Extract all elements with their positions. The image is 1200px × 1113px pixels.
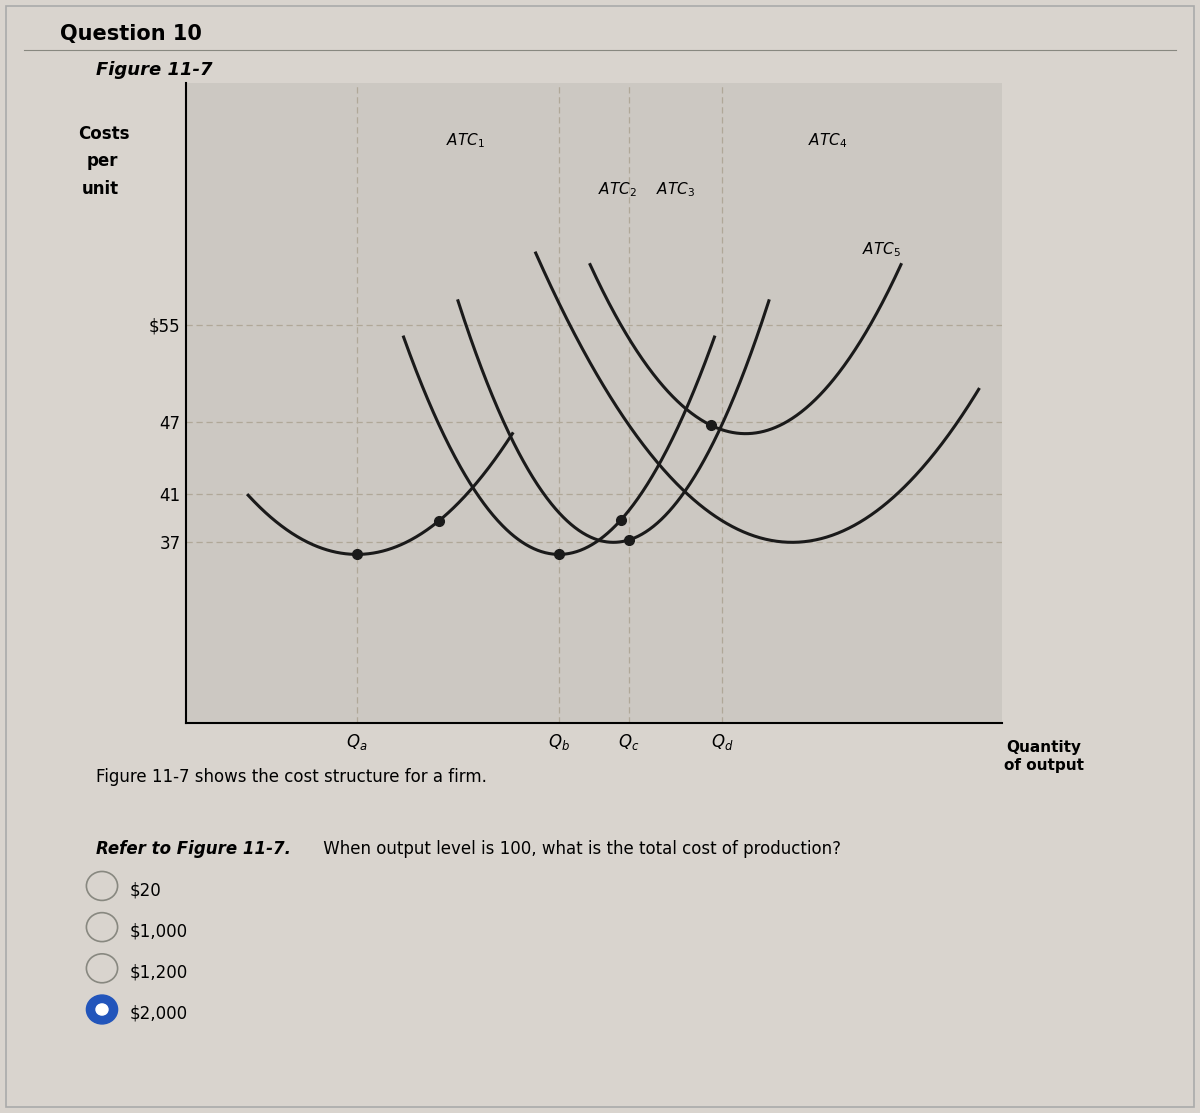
Text: $ATC_5$: $ATC_5$ bbox=[862, 240, 901, 259]
Text: Question 10: Question 10 bbox=[60, 24, 202, 45]
Text: $20: $20 bbox=[130, 881, 161, 899]
Text: $2,000: $2,000 bbox=[130, 1005, 187, 1023]
Text: $ATC_3$: $ATC_3$ bbox=[656, 180, 695, 199]
Text: $ATC_1$: $ATC_1$ bbox=[446, 131, 485, 150]
Text: Costs: Costs bbox=[78, 125, 130, 142]
Text: $ATC_2$: $ATC_2$ bbox=[598, 180, 637, 199]
Text: $1,000: $1,000 bbox=[130, 923, 187, 940]
Text: When output level is 100, what is the total cost of production?: When output level is 100, what is the to… bbox=[318, 840, 841, 858]
Text: $ATC_4$: $ATC_4$ bbox=[808, 131, 847, 150]
Text: Figure 11-7: Figure 11-7 bbox=[96, 61, 212, 79]
Text: per: per bbox=[86, 152, 118, 170]
Text: Refer to Figure 11-7.: Refer to Figure 11-7. bbox=[96, 840, 292, 858]
Text: $1,200: $1,200 bbox=[130, 964, 188, 982]
Text: unit: unit bbox=[82, 180, 119, 198]
Text: Quantity
of output: Quantity of output bbox=[1004, 740, 1084, 772]
Text: Figure 11-7 shows the cost structure for a firm.: Figure 11-7 shows the cost structure for… bbox=[96, 768, 487, 786]
